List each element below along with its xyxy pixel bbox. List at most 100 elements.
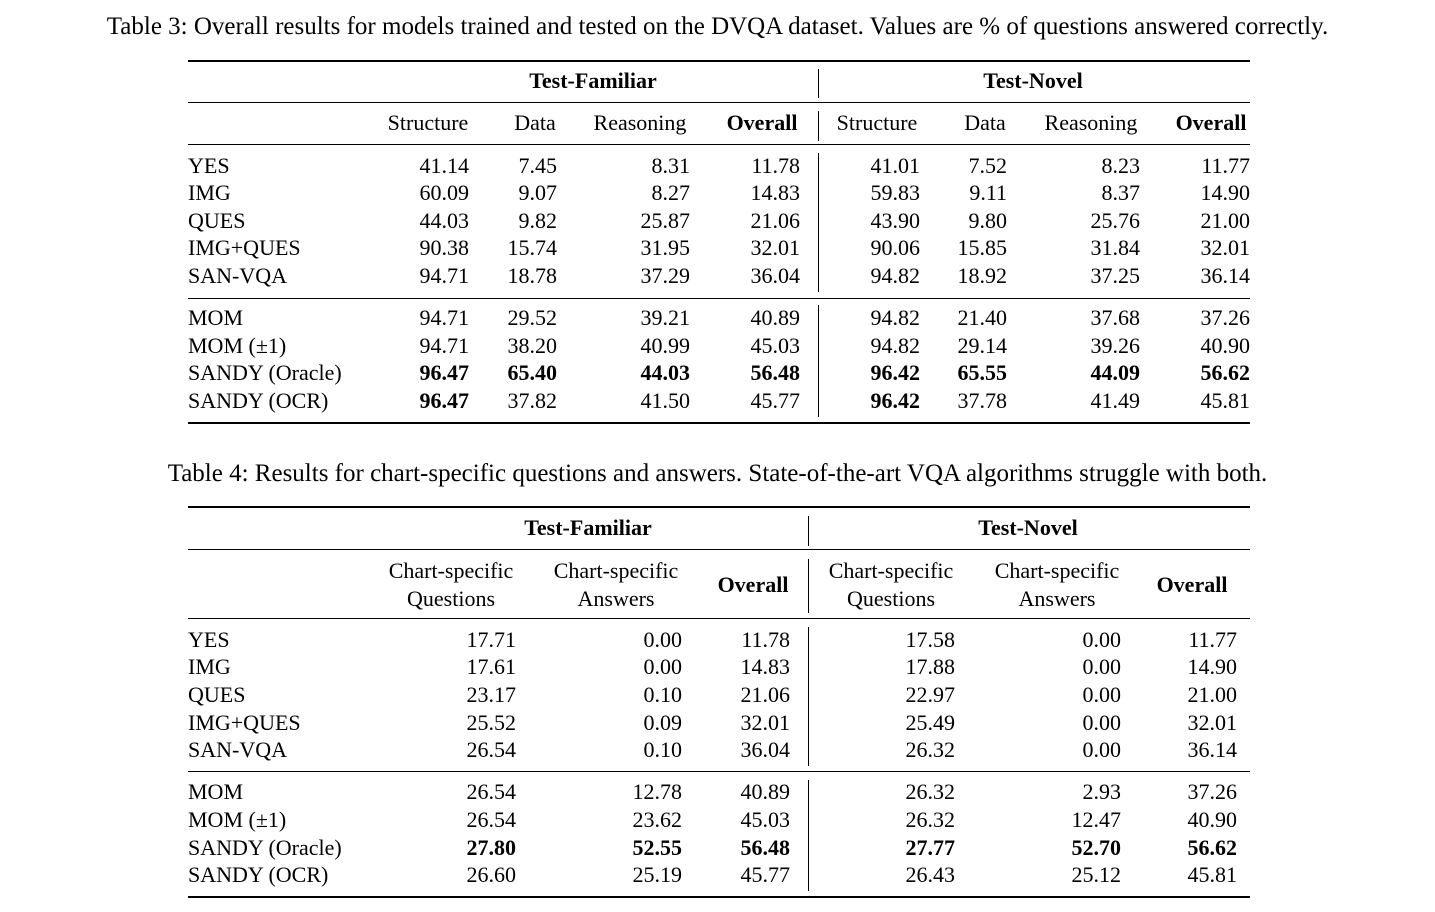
row-label: SANDY (Oracle) (188, 835, 342, 860)
table-cell: 94.82 (870, 263, 921, 288)
column-separator (818, 111, 819, 141)
table-cell: 29.52 (507, 305, 558, 330)
table-cell: 41.50 (640, 388, 691, 413)
table-cell: 40.89 (740, 779, 791, 804)
table-cell: 45.03 (740, 807, 791, 832)
row-label: SANDY (OCR) (188, 862, 329, 887)
table-cell: 37.25 (1090, 263, 1141, 288)
row-label: YES (188, 627, 230, 652)
body-separator (808, 627, 809, 766)
row-label: IMG+QUES (188, 710, 301, 735)
table-cell: 8.23 (1101, 153, 1141, 178)
table-cell: 0.00 (1082, 710, 1122, 735)
table-cell: 7.45 (518, 153, 558, 178)
table-cell: 94.82 (870, 333, 921, 358)
group-header-novel: Test-Novel (983, 68, 1083, 93)
table-cell: 52.55 (632, 835, 683, 860)
group-header-familiar: Test-Familiar (529, 68, 657, 93)
table-cell: 96.42 (870, 360, 921, 385)
column-header: Structure (387, 110, 469, 135)
table-cell: 32.01 (740, 710, 791, 735)
table-cell: 38.20 (507, 333, 558, 358)
table-cell: 8.37 (1101, 180, 1141, 205)
table-cell: 26.43 (905, 862, 956, 887)
table-cell: 23.62 (632, 807, 683, 832)
table-cell: 96.47 (419, 360, 470, 385)
column-header: Overall (1156, 572, 1228, 597)
row-label: MOM (±1) (188, 333, 287, 358)
table-cell: 26.54 (466, 779, 517, 804)
table-cell: 0.00 (643, 627, 683, 652)
table-cell: 90.38 (419, 235, 470, 260)
table-cell: 25.12 (1071, 862, 1122, 887)
table-cell: 45.81 (1200, 388, 1251, 413)
table-cell: 0.10 (643, 737, 683, 762)
table-cell: 32.01 (750, 235, 801, 260)
row-label: QUES (188, 208, 246, 233)
table-cell: 32.01 (1200, 235, 1251, 260)
table-cell: 21.40 (957, 305, 1008, 330)
table-cell: 0.00 (1082, 737, 1122, 762)
table-cell: 37.82 (507, 388, 558, 413)
table-cell: 45.77 (750, 388, 801, 413)
row-label: IMG+QUES (188, 235, 301, 260)
section-rule (188, 771, 1250, 772)
table-cell: 0.10 (643, 682, 683, 707)
table-cell: 37.78 (957, 388, 1008, 413)
table-cell: 23.17 (466, 682, 517, 707)
row-label: SANDY (Oracle) (188, 360, 342, 385)
group-rule (188, 102, 1250, 103)
column-header-line: Answers (1018, 586, 1096, 611)
column-header-line: Chart-specific (828, 558, 954, 583)
column-header-line: Chart-specific (553, 558, 679, 583)
table-cell: 11.77 (1188, 627, 1237, 652)
table-cell: 44.03 (419, 208, 470, 233)
table-cell: 26.54 (466, 737, 517, 762)
table-cell: 41.49 (1090, 388, 1141, 413)
table-cell: 52.70 (1071, 835, 1122, 860)
table-cell: 45.81 (1187, 862, 1238, 887)
table4: Test-Familiar Test-Novel Chart-specific Que… (188, 506, 1250, 900)
body-separator (808, 780, 809, 891)
table4-caption: Table 4: Results for chart-specific ques… (167, 460, 1268, 487)
table-cell: 17.58 (905, 627, 956, 652)
table-cell: 14.83 (740, 654, 791, 679)
row-label: MOM (188, 305, 244, 330)
table-cell: 37.26 (1187, 779, 1238, 804)
table-cell: 90.06 (870, 235, 921, 260)
table-cell: 9.11 (969, 180, 1007, 205)
table-cell: 25.76 (1090, 208, 1141, 233)
table-cell: 26.60 (466, 862, 517, 887)
table-cell: 21.00 (1200, 208, 1251, 233)
top-rule (188, 506, 1250, 508)
body-separator (818, 153, 819, 292)
table-cell: 17.88 (905, 654, 956, 679)
section-rule (188, 298, 1250, 299)
table-cell: 37.68 (1090, 305, 1141, 330)
row-label: MOM (±1) (188, 807, 287, 832)
table-cell: 18.78 (507, 263, 558, 288)
table-cell: 41.01 (870, 153, 921, 178)
table-cell: 25.52 (466, 710, 517, 735)
table-cell: 21.06 (740, 682, 791, 707)
table-cell: 26.32 (905, 807, 956, 832)
table-cell: 18.92 (957, 263, 1008, 288)
table-cell: 7.52 (968, 153, 1008, 178)
table-cell: 12.47 (1071, 807, 1122, 832)
table-cell: 96.42 (870, 388, 921, 413)
header-rule (188, 144, 1250, 145)
column-header-line: Questions (407, 586, 495, 611)
table-cell: 65.40 (507, 360, 558, 385)
table-cell: 56.48 (750, 360, 801, 385)
table-cell: 25.87 (640, 208, 691, 233)
table-cell: 56.48 (740, 835, 791, 860)
column-header: Overall (717, 572, 789, 597)
table-cell: 15.74 (507, 235, 558, 260)
group-header-familiar: Test-Familiar (524, 515, 652, 540)
row-label: SANDY (OCR) (188, 388, 329, 413)
table-cell: 41.14 (419, 153, 470, 178)
column-header-line: Answers (577, 586, 655, 611)
table-cell: 17.71 (466, 627, 517, 652)
table-cell: 9.80 (968, 208, 1008, 233)
table-cell: 40.90 (1200, 333, 1251, 358)
